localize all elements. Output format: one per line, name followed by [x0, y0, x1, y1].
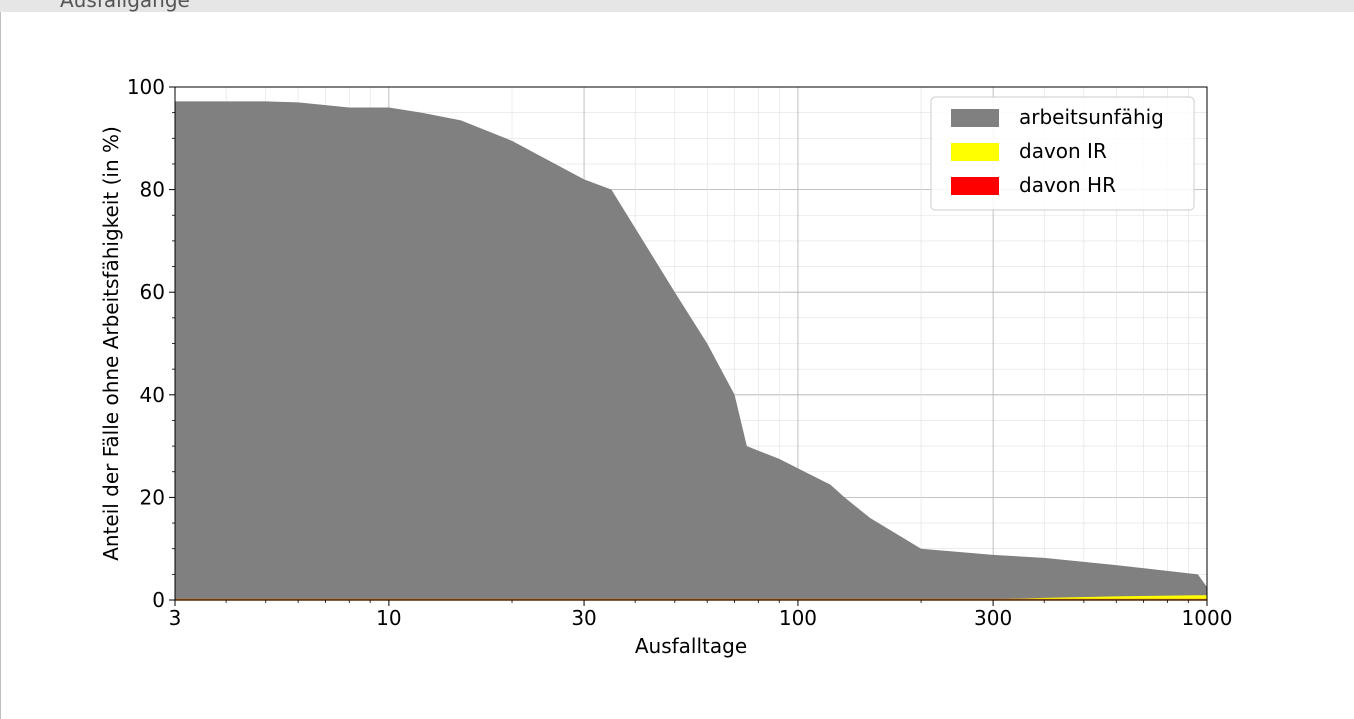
x-tick-label: 3	[169, 606, 182, 630]
legend-label: arbeitsunfähig	[1019, 105, 1164, 129]
y-tick-label: 20	[140, 485, 165, 509]
x-axis-label: Ausfalltage	[635, 634, 747, 658]
x-tick-label: 1000	[1182, 606, 1233, 630]
chart-panel	[0, 12, 1354, 719]
legend-swatch	[951, 109, 999, 127]
y-tick-label: 80	[140, 178, 165, 202]
legend-label: davon HR	[1019, 173, 1116, 197]
axis-ticks: 0 20 40 60 80 100 3 10 30 100 300 1000	[127, 75, 1233, 630]
legend-label: davon IR	[1019, 139, 1107, 163]
header-text: Ausfallgänge	[60, 0, 190, 12]
x-tick-label: 30	[571, 606, 596, 630]
x-tick-label: 10	[376, 606, 401, 630]
y-tick-label: 0	[152, 588, 165, 612]
legend-swatch	[951, 143, 999, 161]
x-tick-label: 300	[974, 606, 1012, 630]
area-series-0	[175, 101, 1207, 600]
legend: arbeitsunfähig davon IR davon HR	[930, 96, 1195, 211]
legend-swatch	[951, 177, 999, 195]
y-tick-label: 40	[140, 383, 165, 407]
y-tick-label: 60	[140, 280, 165, 304]
y-tick-label: 100	[127, 75, 165, 99]
y-axis-label: Anteil der Fälle ohne Arbeitsfähigkeit (…	[99, 126, 123, 561]
x-tick-label: 100	[779, 606, 817, 630]
top-toolbar-strip: Ausfallgänge	[0, 0, 1354, 12]
